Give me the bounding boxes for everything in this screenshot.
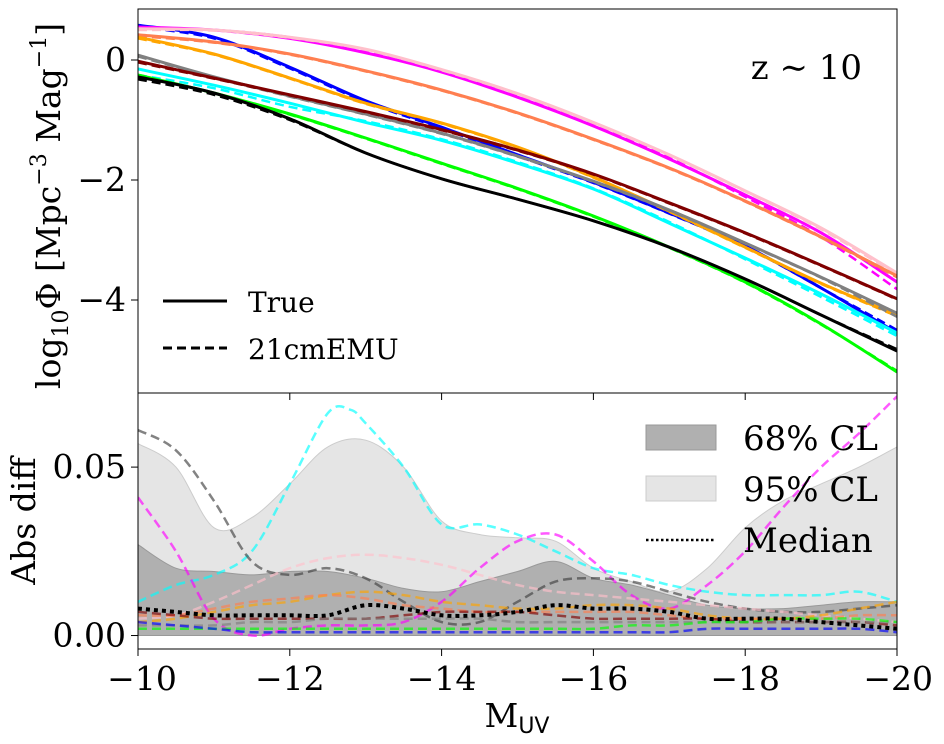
emu-line-9 [138,77,897,351]
legend-true-label: True [248,286,315,319]
top-legend: True 21cmEMU [163,286,399,366]
emu-line-6 [138,61,897,301]
xtick-label-4: −18 [710,659,780,698]
legend-68-swatch [645,424,717,451]
xtick-label-1: −12 [255,659,325,698]
top-y-ticks: 0 −2 −4 [77,40,138,319]
emu-line-1 [138,27,897,291]
band-68-cl [138,544,897,636]
absdiff-line-9 [138,620,897,634]
top-ytick-label-0: 0 [105,40,126,79]
xtick-label-5: −20 [863,659,933,698]
legend-emu-label: 21cmEMU [248,333,399,366]
top-panel: 0 −2 −4 z ∼ 10 log10Φ [Mpc−3 Mag−1] True 2… [27,8,898,394]
legend-68-label: 68% CL [743,419,878,459]
bottom-y-ticks: 0.00 0.05 [53,447,138,655]
absdiff-line-8 [138,617,897,631]
x-axis-label: MUV [485,696,550,739]
absdiff-line-7 [138,617,897,627]
bottom-x-ticks: −10 −12 −14 −16 −18 −20 [107,393,933,698]
legend-95-label: 95% CL [743,470,878,510]
emu-line-3 [138,34,897,279]
emu-line-2 [138,28,897,276]
top-y-axis-label: log10Φ [Mpc−3 Mag−1] [27,23,74,389]
top-ytick-label-2: −4 [77,280,126,319]
top-ytick-label-1: −2 [77,160,126,199]
xtick-label-2: −14 [407,659,477,698]
absdiff-line-1 [138,395,897,638]
bottom-panel-frame [137,392,898,650]
top-series-lines [138,23,897,374]
emu-line-4 [138,37,897,318]
bottom-series-lines [138,395,897,638]
true-line-8 [138,73,897,374]
bottom-y-axis-label: Abs diff [4,455,43,586]
xtick-label-0: −10 [107,659,177,698]
bottom-ytick-label-0: 0.00 [53,616,126,655]
emu-line-8 [138,74,897,372]
redshift-annotation: z ∼ 10 [751,48,862,88]
bottom-ytick-label-1: 0.05 [53,447,126,486]
xtick-label-3: −16 [559,659,629,698]
absdiff-line-0 [138,405,897,604]
bottom-legend: 68% CL 95% CL Median [645,419,878,561]
absdiff-line-3 [138,553,897,624]
emu-line-7 [138,73,897,338]
bottom-panel: 0.00 0.05 −10 −12 −14 −16 −18 −20 Abs diff MUV… [4,392,933,739]
legend-median-label: Median [743,521,873,561]
legend-95-swatch [645,475,717,502]
